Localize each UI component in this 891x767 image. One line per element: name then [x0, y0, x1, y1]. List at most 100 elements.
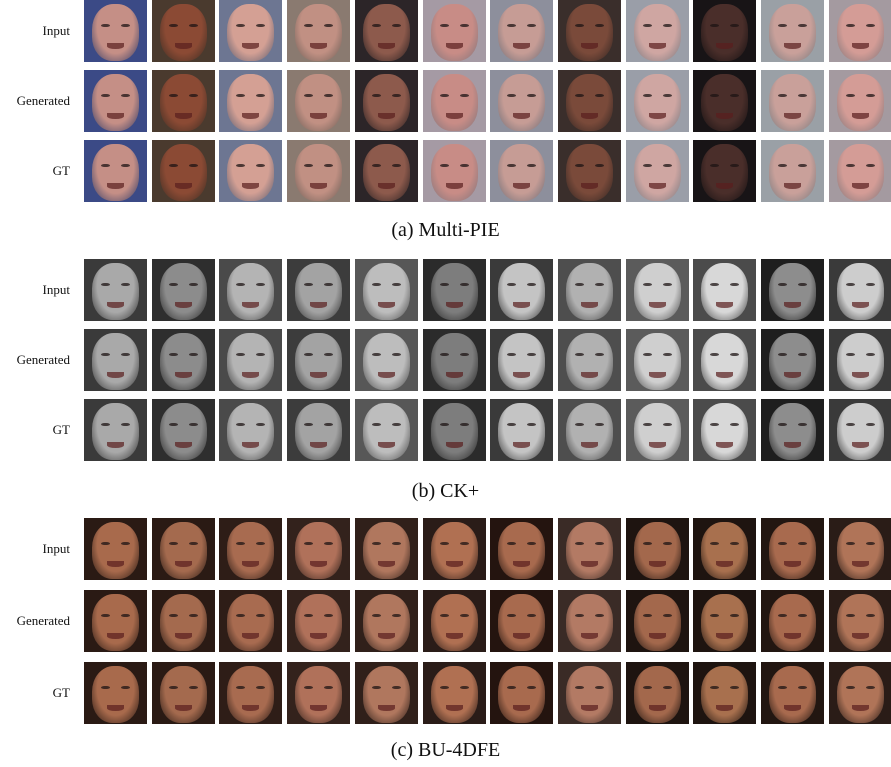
mouth-shape — [648, 633, 667, 639]
mouth-shape — [783, 113, 802, 119]
eye-shape — [527, 282, 536, 287]
eye-shape — [440, 352, 449, 357]
eye-shape — [460, 422, 469, 427]
face-shape — [565, 593, 614, 651]
face-shape — [497, 3, 546, 61]
eye-shape — [507, 282, 516, 287]
face-shape — [362, 665, 411, 723]
mouth-shape — [715, 372, 734, 378]
eye-shape — [575, 23, 584, 28]
face-shape — [633, 665, 682, 723]
eye-shape — [236, 352, 245, 357]
row-generated: Generated — [0, 70, 891, 132]
face-thumbnail — [355, 70, 418, 132]
face-shape — [362, 73, 411, 131]
face-shape — [836, 402, 885, 460]
face-shape — [294, 665, 343, 723]
eye-shape — [846, 422, 855, 427]
face-thumbnail — [761, 70, 824, 132]
eye-shape — [256, 685, 265, 690]
mouth-shape — [174, 43, 193, 49]
face-thumbnail — [761, 329, 824, 391]
mouth-shape — [580, 561, 599, 567]
eye-shape — [392, 685, 401, 690]
eye-shape — [121, 685, 130, 690]
eye-shape — [101, 163, 110, 168]
mouth-shape — [241, 302, 260, 308]
face-shape — [159, 332, 208, 390]
eye-shape — [169, 352, 178, 357]
face-shape — [159, 262, 208, 320]
eye-shape — [846, 685, 855, 690]
face-shape — [362, 402, 411, 460]
eye-shape — [710, 541, 719, 546]
eye-shape — [595, 613, 604, 618]
face-shape — [497, 521, 546, 579]
eye-shape — [256, 93, 265, 98]
eye-shape — [846, 163, 855, 168]
face-thumbnail — [558, 259, 621, 321]
eye-shape — [101, 352, 110, 357]
mouth-shape — [715, 442, 734, 448]
eye-shape — [595, 93, 604, 98]
mouth-shape — [715, 302, 734, 308]
face-shape — [565, 402, 614, 460]
eye-shape — [121, 93, 130, 98]
eye-shape — [527, 163, 536, 168]
mouth-shape — [174, 705, 193, 711]
mouth-shape — [851, 183, 870, 189]
face-shape — [565, 73, 614, 131]
mouth-shape — [174, 633, 193, 639]
eye-shape — [846, 352, 855, 357]
eye-shape — [169, 93, 178, 98]
eye-shape — [101, 282, 110, 287]
row-label: Input — [42, 282, 70, 297]
face-thumbnail — [84, 70, 147, 132]
eye-shape — [460, 352, 469, 357]
face-shape — [159, 73, 208, 131]
eye-shape — [440, 282, 449, 287]
eye-shape — [507, 93, 516, 98]
mouth-shape — [783, 43, 802, 49]
eye-shape — [121, 422, 130, 427]
row-input: Input — [0, 259, 891, 321]
eye-shape — [440, 422, 449, 427]
face-shape — [633, 332, 682, 390]
face-shape — [633, 402, 682, 460]
eye-shape — [372, 93, 381, 98]
mouth-shape — [377, 43, 396, 49]
eye-shape — [866, 163, 875, 168]
face-thumbnail — [287, 518, 350, 580]
face-shape — [768, 521, 817, 579]
eye-shape — [575, 541, 584, 546]
eye-shape — [324, 282, 333, 287]
face-shape — [497, 402, 546, 460]
face-shape — [836, 332, 885, 390]
face-shape — [836, 73, 885, 131]
eye-shape — [324, 613, 333, 618]
mouth-shape — [241, 183, 260, 189]
face-thumbnail — [829, 399, 891, 461]
face-thumbnail — [84, 329, 147, 391]
eye-shape — [440, 23, 449, 28]
eye-shape — [392, 163, 401, 168]
mouth-shape — [512, 43, 531, 49]
eye-shape — [710, 685, 719, 690]
eye-shape — [372, 541, 381, 546]
face-thumbnail — [829, 70, 891, 132]
face-shape — [226, 143, 275, 201]
face-thumbnail — [423, 259, 486, 321]
mouth-shape — [445, 302, 464, 308]
eye-shape — [778, 541, 787, 546]
eye-shape — [575, 685, 584, 690]
face-shape — [700, 143, 749, 201]
mouth-shape — [241, 372, 260, 378]
row-input: Input — [0, 518, 891, 580]
face-thumbnail — [355, 399, 418, 461]
eye-shape — [392, 282, 401, 287]
eye-shape — [710, 93, 719, 98]
face-shape — [294, 521, 343, 579]
mouth-shape — [106, 183, 125, 189]
face-thumbnail — [490, 259, 553, 321]
row-label: Input — [42, 541, 70, 556]
